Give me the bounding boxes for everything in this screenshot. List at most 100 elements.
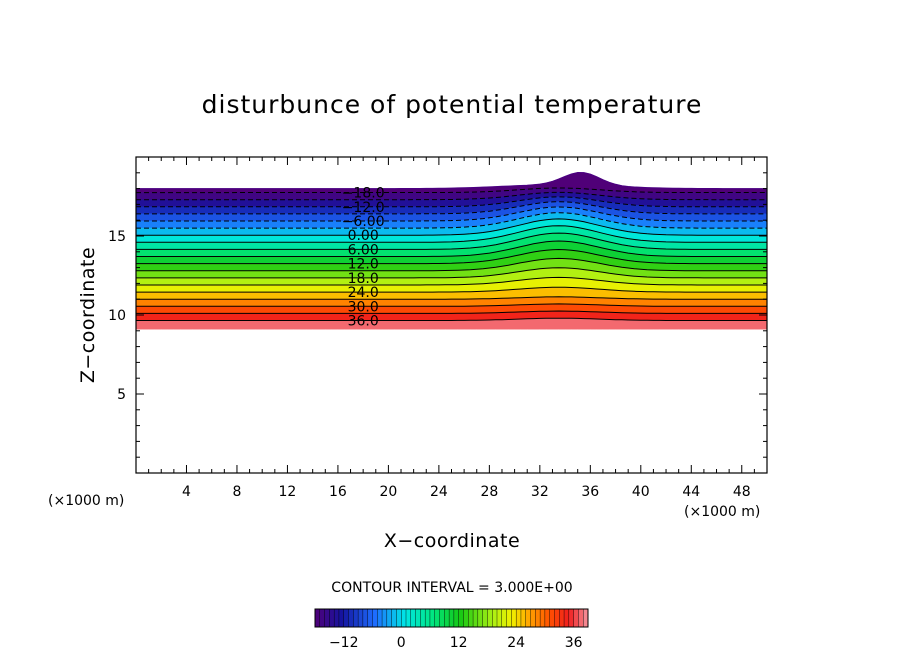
contour-label: −6.00 <box>342 214 385 230</box>
contour-label: −12.0 <box>342 200 385 216</box>
colorbar-segment <box>420 608 426 628</box>
contour-line <box>136 232 767 250</box>
colorbar-segment <box>487 608 493 628</box>
colorbar-segment <box>535 608 541 628</box>
colorbar-segment <box>578 608 584 628</box>
colorbar-frame <box>314 608 589 628</box>
x-axis-ticks: 4 8 12 16 20 24 28 32 36 40 44 48 <box>148 157 755 500</box>
contour-lines <box>136 171 767 321</box>
x-tick-label: 4 <box>182 484 191 500</box>
y-tick-label: 10 <box>108 308 126 324</box>
colorbar-segment <box>506 608 512 628</box>
contour-label: 30.0 <box>348 299 379 315</box>
colorbar-segment <box>444 608 450 628</box>
colorbar-segment <box>525 608 531 628</box>
colorbar-segment <box>434 608 440 628</box>
colorbar-segment <box>496 608 503 628</box>
contour-label: 36.0 <box>348 314 379 330</box>
contour-line <box>136 296 767 300</box>
x-axis-title: X−coordinate <box>384 530 520 552</box>
colorbar-segment <box>367 608 373 628</box>
x-tick-label: 32 <box>531 484 549 500</box>
colorbar-segment <box>319 608 325 628</box>
colorbar-segment <box>448 608 455 628</box>
x-tick-label: 12 <box>279 484 297 500</box>
contour-bands <box>136 172 767 330</box>
colorbar-segment <box>453 608 460 628</box>
colorbar-segment <box>573 608 579 628</box>
x-tick-label: 20 <box>379 484 397 500</box>
colorbar-segment <box>401 608 407 628</box>
colorbar-ticks: −12 0 12 24 36 <box>329 635 583 651</box>
contour-line <box>136 187 767 194</box>
y-axis-ticks: 5 10 15 <box>108 172 767 458</box>
colorbar-segment <box>415 608 421 628</box>
colorbar-segment <box>338 608 345 628</box>
colorbar-segment <box>362 608 369 628</box>
colorbar-segment <box>429 608 436 628</box>
contour-line <box>136 212 767 229</box>
colorbar-segment <box>539 608 546 628</box>
contour-line <box>136 317 767 321</box>
contour-band <box>136 172 767 193</box>
x-tick-label: 40 <box>632 484 650 500</box>
contour-label: 12.0 <box>348 257 379 273</box>
colorbar-segment <box>515 608 522 628</box>
colorbar-segment <box>333 608 340 628</box>
y-tick-label: 15 <box>108 229 126 245</box>
colorbar-segment <box>549 608 555 628</box>
colorbar-segment <box>477 608 484 628</box>
contour-interval-label: CONTOUR INTERVAL = 3.000E+00 <box>331 580 572 596</box>
chart-title: disturbunce of potential temperature <box>202 90 703 119</box>
contour-line <box>136 248 767 265</box>
colorbar-segment <box>554 608 560 628</box>
contour-line <box>136 201 767 215</box>
colorbar-segment <box>482 608 488 628</box>
contour-line <box>136 218 767 236</box>
contour-line <box>136 206 767 222</box>
colorbar-segment <box>559 608 565 628</box>
colorbar-segment <box>563 608 570 628</box>
colorbar-segment <box>396 608 402 628</box>
contour-line <box>136 276 767 286</box>
colorbar-segment <box>472 608 479 628</box>
colorbar-tick-label: 0 <box>397 635 406 651</box>
contour-label: 24.0 <box>348 285 379 301</box>
colorbar-tick-label: 24 <box>507 635 525 651</box>
colorbar-segment <box>511 608 517 628</box>
contour-line <box>136 240 767 257</box>
colorbar-segment <box>386 608 393 628</box>
contour-label: 6.00 <box>348 242 379 258</box>
colorbar-segment <box>357 608 364 628</box>
contour-label: −18.0 <box>342 186 385 202</box>
colorbar-segment <box>381 608 388 628</box>
contour-line <box>136 225 767 243</box>
y-tick-label: 5 <box>117 387 126 403</box>
x-tick-label: 16 <box>329 484 347 500</box>
contour-line <box>136 257 767 272</box>
x-tick-label: 48 <box>733 484 751 500</box>
colorbar-segment <box>405 608 412 628</box>
colorbar-segment <box>410 608 416 628</box>
colorbar-segment <box>343 608 349 628</box>
colorbar-tick-label: −12 <box>329 635 359 651</box>
colorbar-tick-label: 12 <box>450 635 468 651</box>
colorbar-segment <box>568 608 575 628</box>
colorbar-segment <box>314 608 321 628</box>
colorbar-segment <box>492 608 498 628</box>
colorbar-segment <box>424 608 431 628</box>
colorbar-segment <box>439 608 445 628</box>
contour-line <box>136 310 767 314</box>
contour-line <box>136 196 767 208</box>
colorbar-segment <box>544 608 551 628</box>
colorbar-segment <box>530 608 536 628</box>
colorbar-segment <box>468 608 474 628</box>
contour-line <box>136 191 767 201</box>
colorbar-segment <box>324 608 330 628</box>
colorbar-segment <box>348 608 354 628</box>
x-tick-label: 8 <box>232 484 241 500</box>
y-unit-label: (×1000 m) <box>48 493 124 509</box>
colorbar-segment <box>458 608 464 628</box>
contour-label: 0.00 <box>348 228 379 244</box>
contour-labels: −18.0−12.0−6.000.006.0012.018.024.030.03… <box>342 186 385 330</box>
